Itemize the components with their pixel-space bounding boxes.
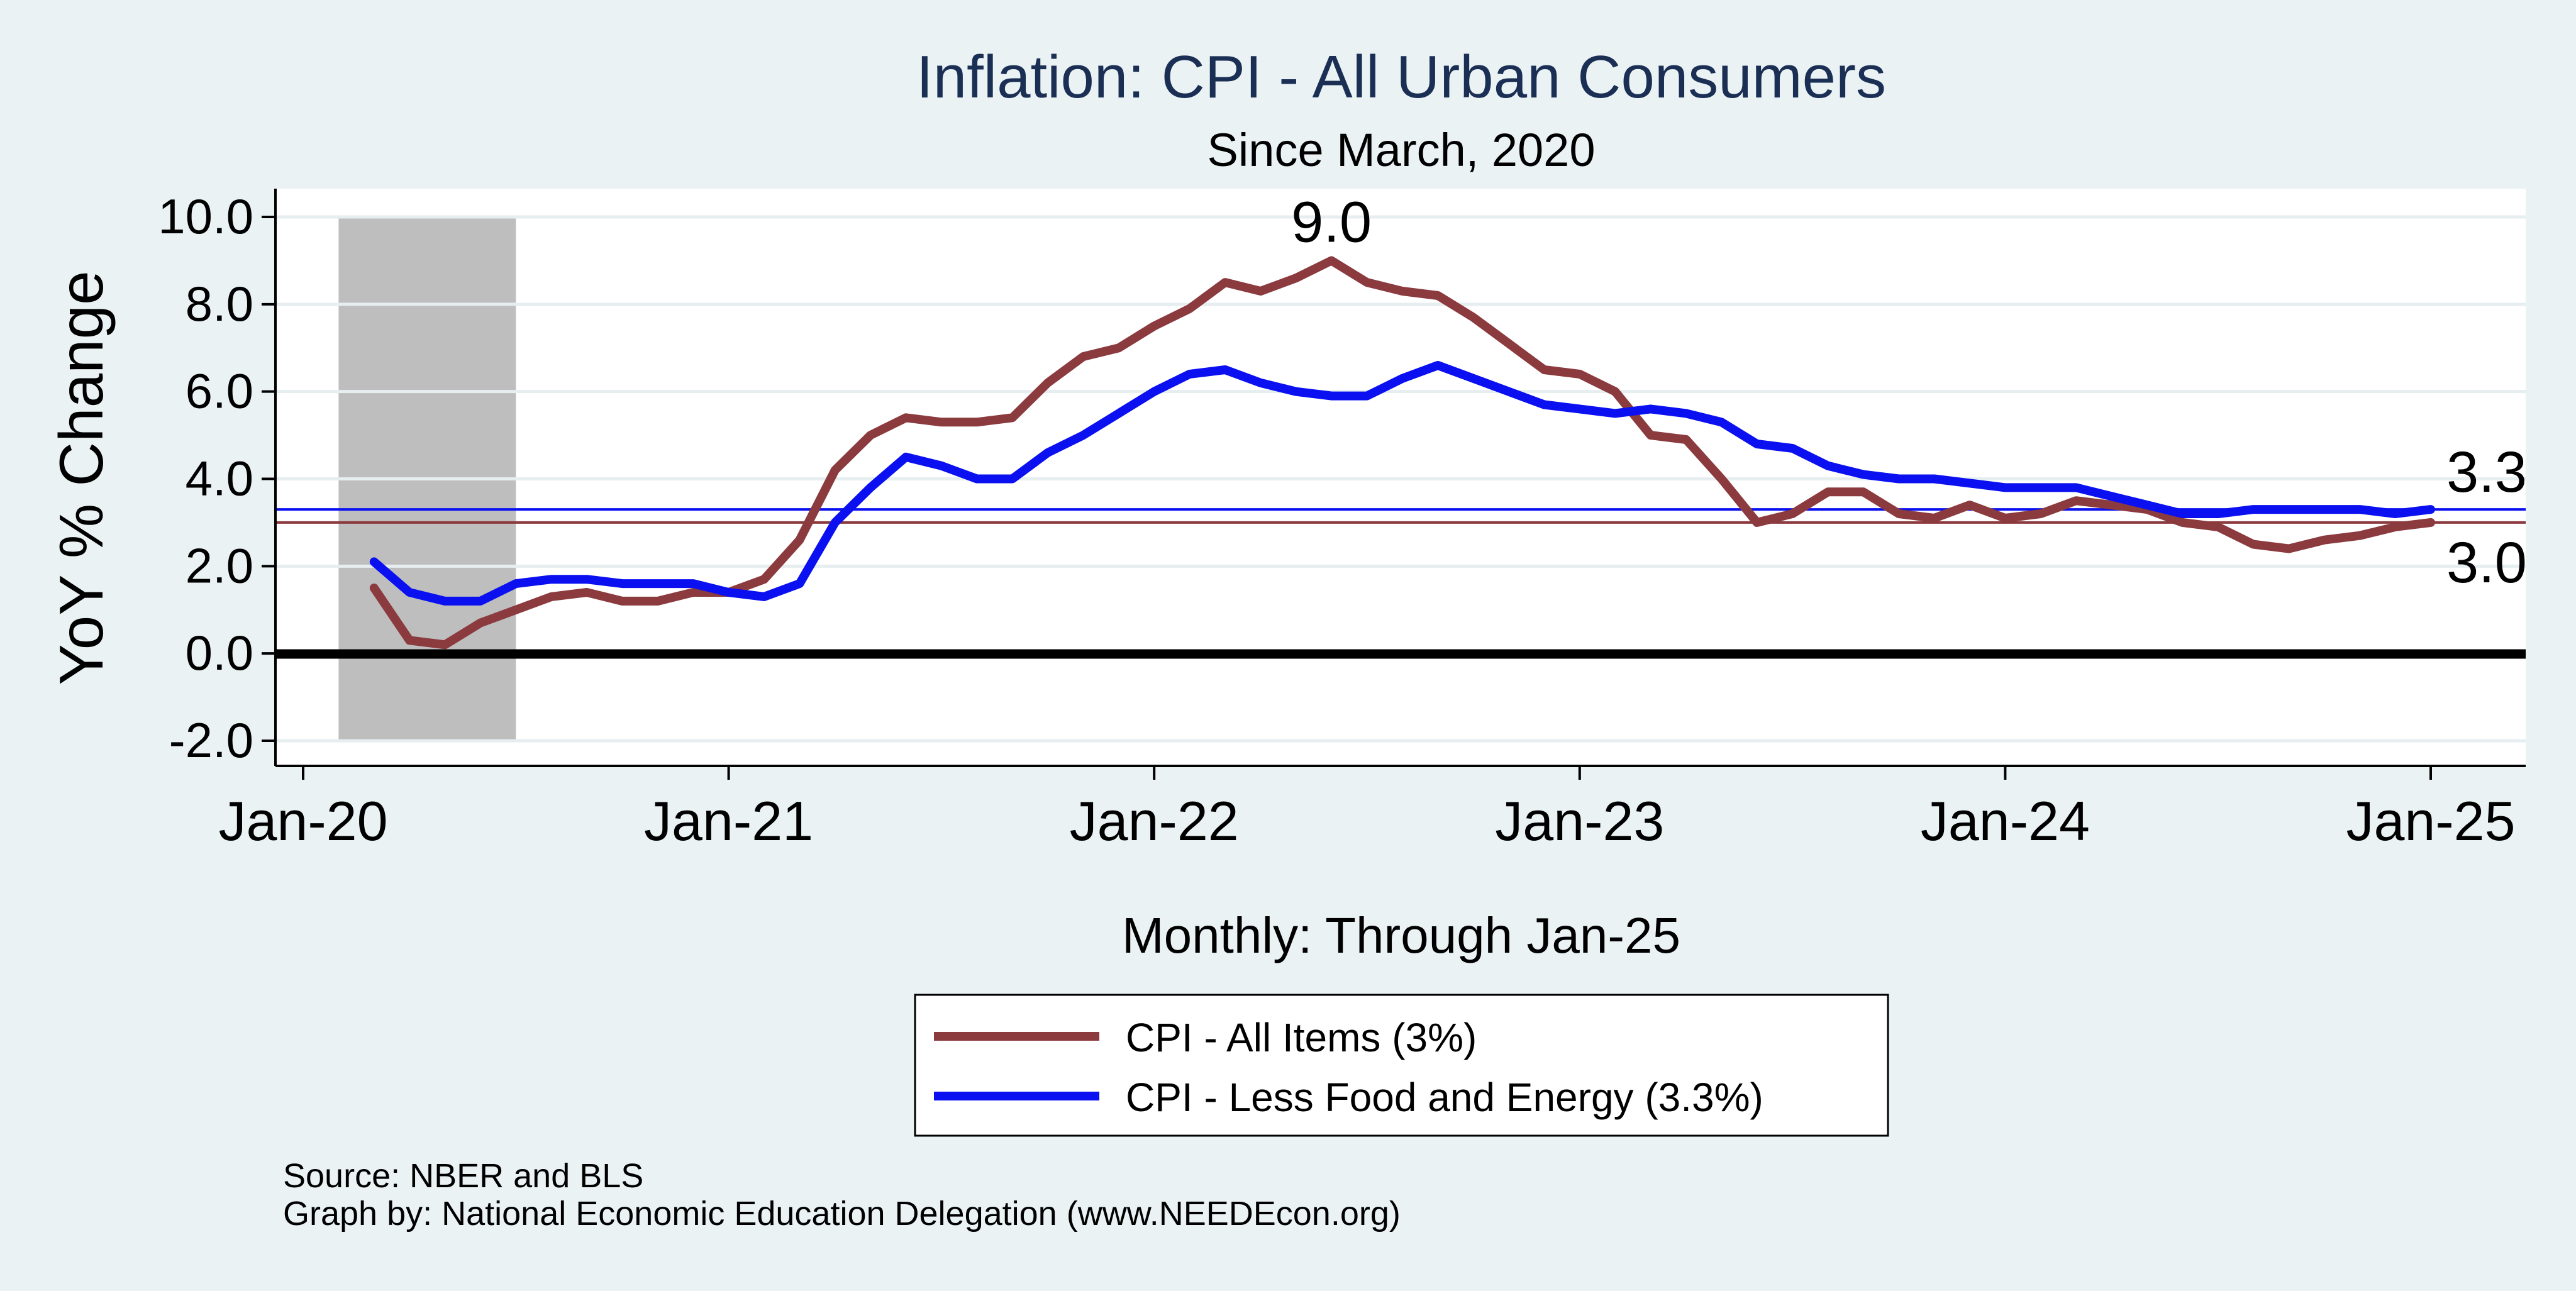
chart-title: Inflation: CPI - All Urban Consumers: [916, 43, 1886, 111]
axes: [274, 189, 2526, 767]
x-axis-ticks: Jan-20 Jan-21 Jan-22 Jan-23 Jan-24 Jan-25: [218, 766, 2516, 852]
x-tick-label: Jan-24: [1921, 790, 2090, 852]
x-axis-label: Monthly: Through Jan-25: [1122, 907, 1680, 963]
series-lines: [369, 256, 2435, 650]
legend-label-all-items: CPI - All Items (3%): [1126, 1015, 1477, 1060]
end-value-label: 3.3: [2446, 440, 2527, 504]
y-axis-label: YoY % Change: [47, 270, 116, 685]
end-value-label: 3.0: [2446, 531, 2527, 595]
x-tick-label: Jan-23: [1495, 790, 1664, 852]
y-tick-label: -2.0: [169, 712, 253, 768]
y-tick-label: 4.0: [186, 451, 253, 506]
y-tick-label: 6.0: [186, 363, 253, 419]
y-axis-ticks: 10.0 8.0 6.0 4.0 2.0 0.0 -2.0: [158, 189, 275, 768]
y-tick-label: 0.0: [186, 625, 253, 680]
source-note: Source: NBER and BLS: [283, 1157, 643, 1195]
legend-box: [914, 994, 1889, 1137]
peak-value-label: 9.0: [1291, 190, 1372, 254]
legend: CPI - All Items (3%) CPI - Less Food and…: [914, 994, 1889, 1137]
series-line-core: [369, 361, 2435, 606]
x-tick-label: Jan-20: [218, 790, 387, 852]
credit-note: Graph by: National Economic Education De…: [283, 1195, 1401, 1233]
y-tick-label: 2.0: [186, 538, 253, 593]
y-tick-label: 8.0: [186, 276, 253, 331]
chart-subtitle: Since March, 2020: [1207, 124, 1595, 176]
x-tick-label: Jan-25: [2346, 790, 2515, 852]
x-tick-label: Jan-21: [644, 790, 813, 852]
legend-label-core: CPI - Less Food and Energy (3.3%): [1126, 1075, 1763, 1120]
y-tick-label: 10.0: [158, 189, 253, 244]
data-labels: 3.0 9.0 3.3: [1291, 190, 2527, 595]
x-tick-label: Jan-22: [1070, 790, 1239, 852]
